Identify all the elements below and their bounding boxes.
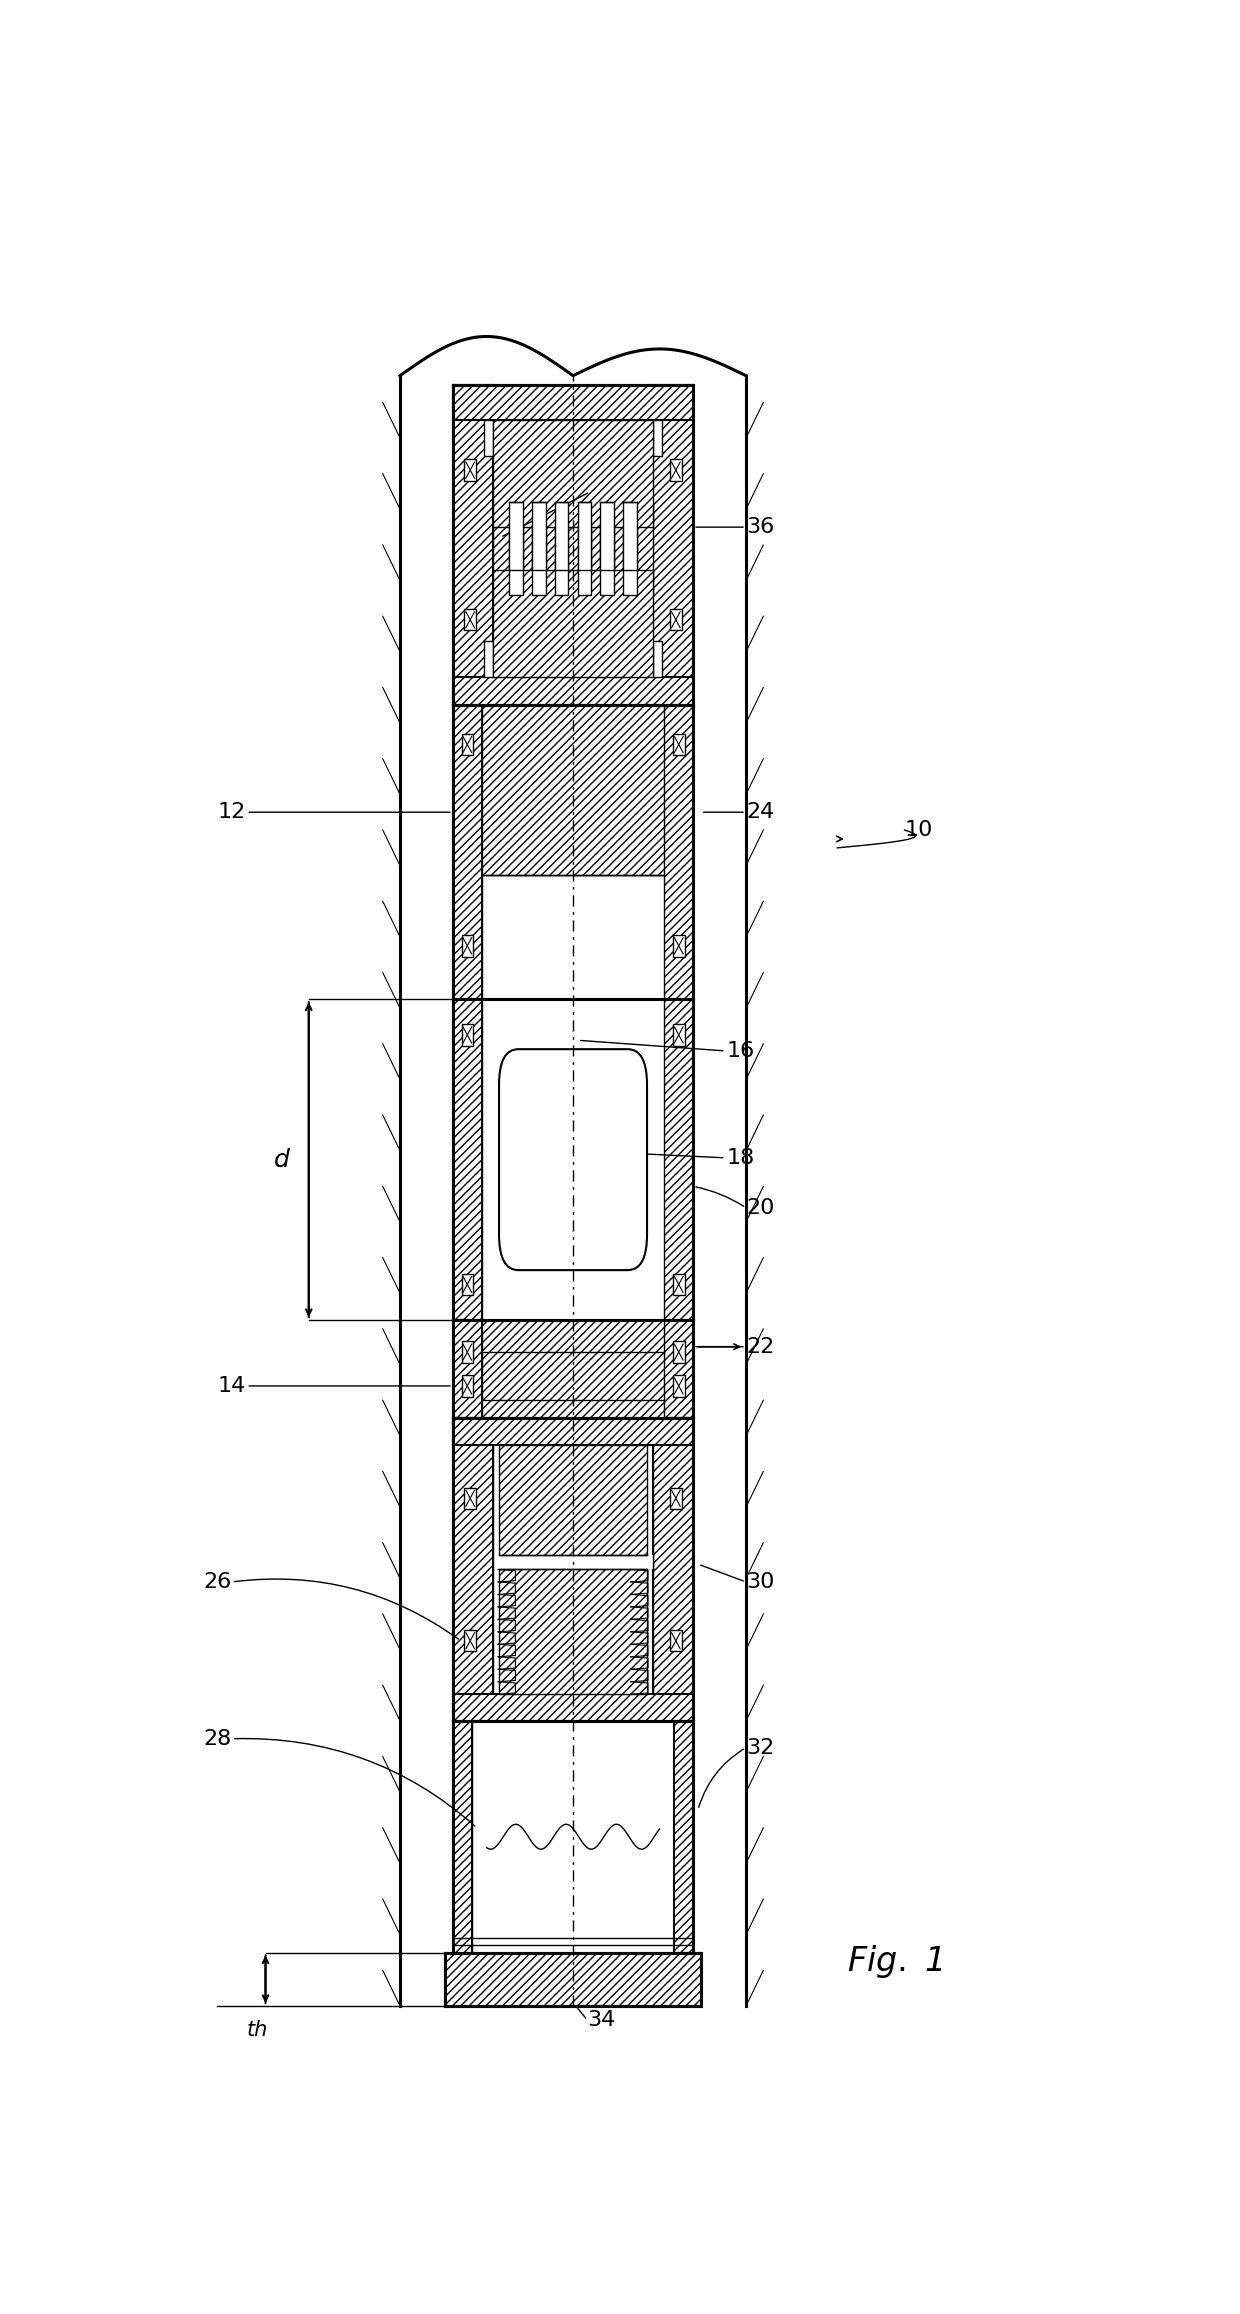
Bar (461, 1342, 474, 1363)
Bar (510, 502, 523, 569)
Bar (622, 502, 636, 569)
Text: 36: 36 (746, 516, 774, 537)
Bar (670, 1629, 682, 1652)
Text: th: th (247, 2020, 269, 2041)
Bar (461, 734, 474, 754)
Bar (465, 1629, 476, 1652)
Bar (554, 528, 568, 595)
Bar (673, 1375, 684, 1398)
Bar (481, 1319, 665, 1418)
Text: 10: 10 (905, 819, 932, 840)
Bar (494, 569, 652, 676)
Bar (484, 641, 494, 676)
Bar (532, 502, 546, 569)
Bar (453, 1694, 693, 1722)
Bar (461, 1273, 474, 1296)
Bar (652, 384, 693, 706)
Bar (453, 384, 693, 421)
Bar (510, 528, 523, 595)
Bar (494, 1444, 652, 1694)
Bar (453, 1418, 494, 1722)
Bar (652, 641, 662, 676)
Text: 32: 32 (746, 1738, 774, 1759)
Bar (622, 528, 636, 595)
Bar (481, 875, 665, 1000)
Text: 12: 12 (218, 803, 247, 821)
Text: 18: 18 (727, 1148, 755, 1169)
Bar (453, 1319, 481, 1418)
Text: 28: 28 (203, 1729, 232, 1749)
Text: 24: 24 (746, 803, 774, 821)
Bar (465, 609, 476, 629)
Bar (453, 1418, 693, 1444)
Bar (665, 1319, 693, 1418)
Bar (578, 502, 591, 569)
Bar (652, 1418, 693, 1722)
Bar (652, 421, 662, 456)
Bar (453, 706, 481, 1000)
Bar (673, 1342, 684, 1363)
Text: 20: 20 (746, 1199, 775, 1217)
Bar (494, 502, 652, 595)
Bar (670, 609, 682, 629)
Bar (481, 1000, 665, 1319)
Bar (532, 528, 546, 595)
Bar (600, 502, 614, 569)
Text: $\it{Fig.}$ 1: $\it{Fig.}$ 1 (847, 1944, 942, 1981)
Text: 16: 16 (727, 1041, 755, 1062)
Bar (494, 421, 652, 528)
Text: d: d (274, 1148, 290, 1171)
Bar (445, 1953, 701, 2006)
Bar (675, 1722, 693, 1953)
Bar (665, 1000, 693, 1319)
Bar (600, 528, 614, 595)
Bar (578, 528, 591, 595)
Bar (670, 1488, 682, 1509)
FancyBboxPatch shape (498, 1048, 647, 1270)
Bar (554, 502, 568, 569)
Text: 26: 26 (203, 1571, 232, 1592)
Bar (484, 421, 494, 456)
Bar (461, 1375, 474, 1398)
Text: 30: 30 (746, 1571, 775, 1592)
Bar (673, 935, 684, 956)
Text: 14: 14 (218, 1377, 247, 1395)
Bar (472, 1722, 675, 1953)
Bar (481, 706, 665, 875)
Bar (453, 1722, 472, 1953)
Bar (453, 676, 693, 706)
Bar (453, 384, 494, 706)
Bar (465, 460, 476, 481)
Bar (494, 1555, 652, 1569)
Text: 34: 34 (588, 2011, 616, 2029)
Bar (453, 1000, 481, 1319)
Bar (498, 1444, 647, 1555)
Bar (670, 460, 682, 481)
Bar (461, 935, 474, 956)
Text: 22: 22 (746, 1337, 774, 1356)
Bar (498, 1569, 647, 1694)
Bar (461, 1025, 474, 1046)
Bar (465, 1488, 476, 1509)
Bar (665, 706, 693, 1000)
Bar (673, 734, 684, 754)
Bar (673, 1025, 684, 1046)
Bar (673, 1273, 684, 1296)
